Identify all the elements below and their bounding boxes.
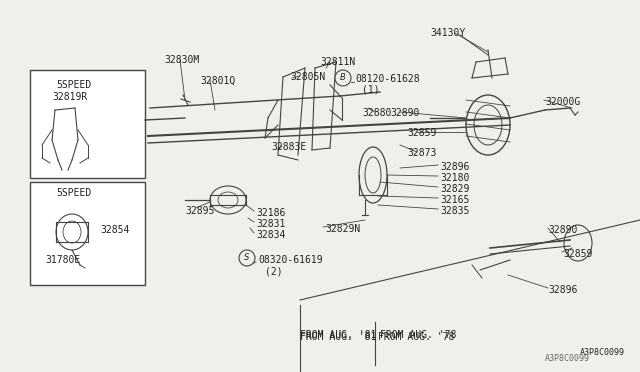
Text: 32829: 32829 [440,184,469,194]
Text: 32883E: 32883E [271,142,307,152]
Text: 32811N: 32811N [320,57,355,67]
Text: 32805N: 32805N [290,72,325,82]
Text: A3P8C0099: A3P8C0099 [580,348,625,357]
Text: 32831: 32831 [256,219,285,229]
Text: 32165: 32165 [440,195,469,205]
Text: 34130Y: 34130Y [430,28,465,38]
Text: S: S [244,253,250,263]
Text: 32180: 32180 [440,173,469,183]
Text: 32890: 32890 [390,108,419,118]
Text: 08120-61628: 08120-61628 [355,74,420,84]
Text: 32819R: 32819R [52,92,87,102]
Text: 5SPEED: 5SPEED [56,80,92,90]
Text: 32859: 32859 [407,128,436,138]
Text: 5SPEED: 5SPEED [56,188,92,198]
Text: 32890: 32890 [548,225,577,235]
Text: FROM AUG. '81: FROM AUG. '81 [300,330,376,340]
Bar [30,70,145,178]
Text: B: B [340,74,346,83]
Circle shape [335,70,351,86]
Bar [30,182,145,285]
Text: (2): (2) [265,266,283,276]
Text: 32873: 32873 [407,148,436,158]
Text: FROM AUG. '78: FROM AUG. '78 [380,330,456,340]
Text: 32000G: 32000G [545,97,580,107]
Text: 32801Q: 32801Q [200,76,236,86]
Text: 08320-61619: 08320-61619 [258,255,323,265]
Text: 32830M: 32830M [164,55,199,65]
Text: (1): (1) [362,85,380,95]
Text: A3P8C0099: A3P8C0099 [545,354,590,363]
Text: 32896: 32896 [548,285,577,295]
Text: FROM AUG. '78: FROM AUG. '78 [378,332,454,342]
Text: 32829N: 32829N [325,224,360,234]
Text: 32859: 32859 [563,249,593,259]
Text: FROM AUG. '81: FROM AUG. '81 [300,332,376,342]
Circle shape [239,250,255,266]
Text: 32896: 32896 [440,162,469,172]
Text: 32854: 32854 [100,225,129,235]
Text: 32835: 32835 [440,206,469,216]
Text: 32880: 32880 [362,108,392,118]
Text: 31780E: 31780E [45,255,80,265]
Text: 32186: 32186 [256,208,285,218]
Text: 32834: 32834 [256,230,285,240]
Text: 32895: 32895 [185,206,214,216]
